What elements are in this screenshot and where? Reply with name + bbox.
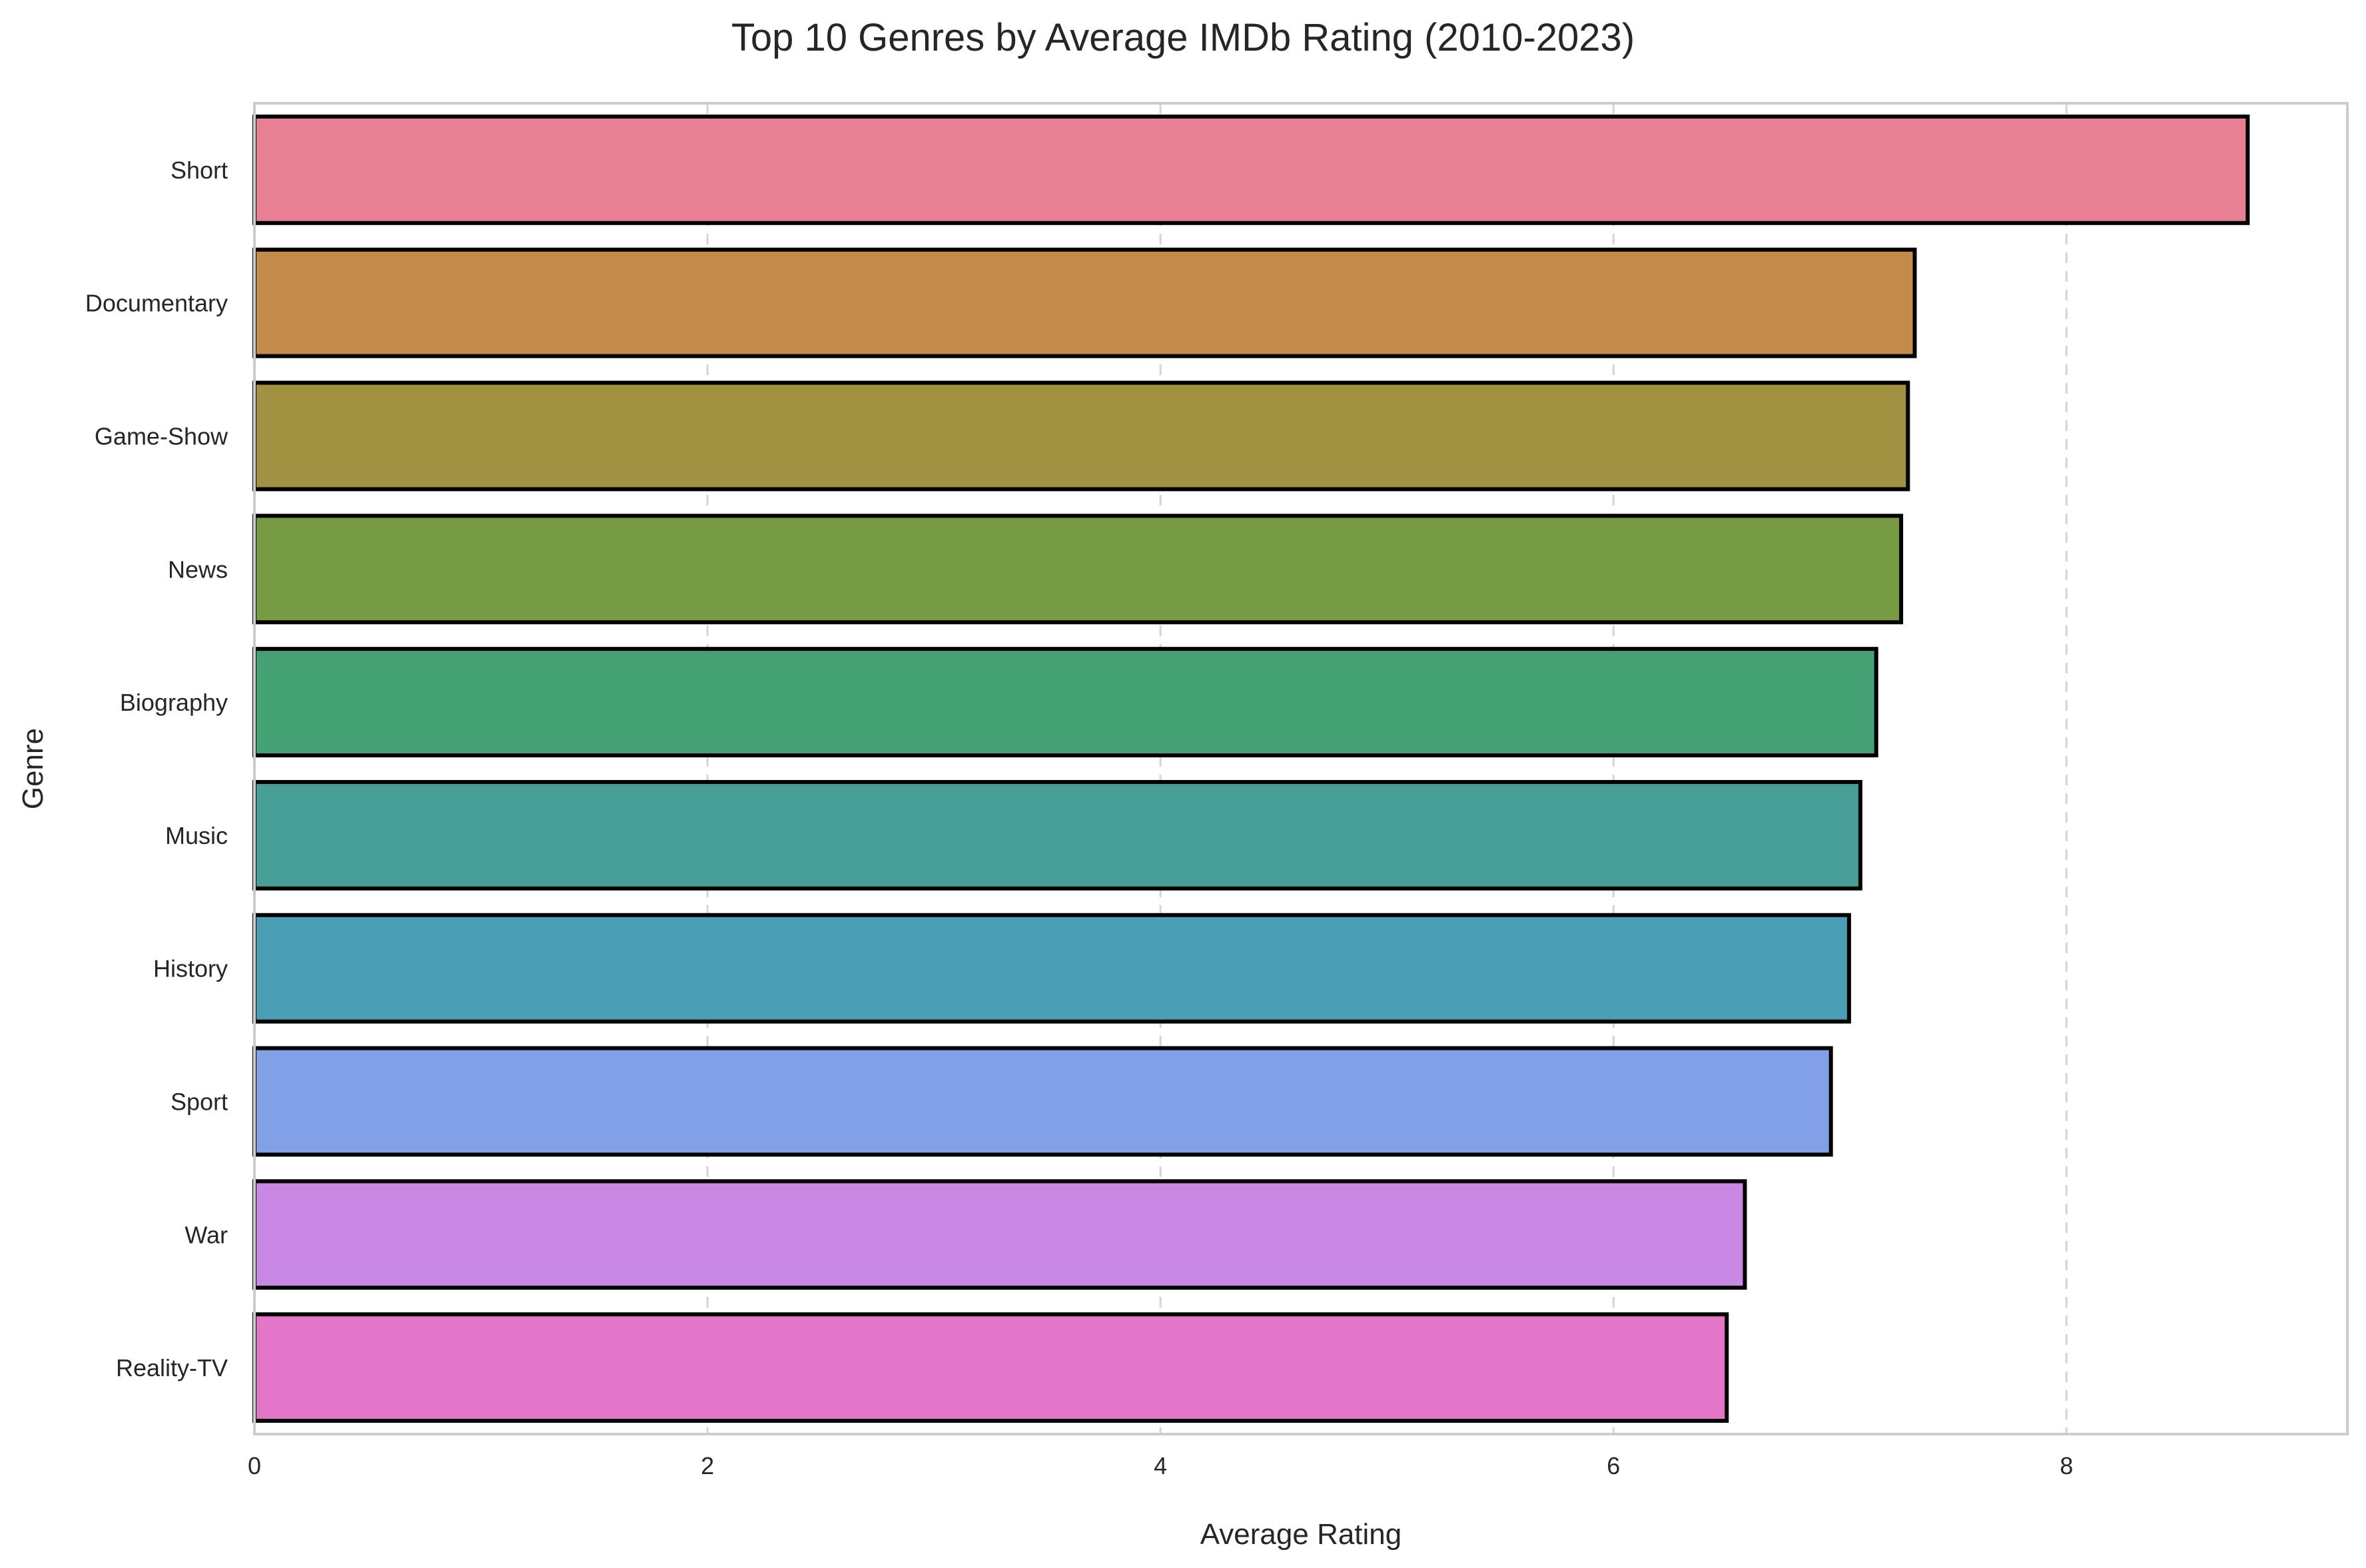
y-axis-label: Genre — [17, 728, 49, 809]
y-tick-label: Reality-TV — [116, 1354, 228, 1381]
x-tick-label: 0 — [248, 1452, 261, 1479]
x-tick-label: 2 — [701, 1452, 714, 1479]
bar-history — [252, 913, 1851, 1024]
y-tick-label: Biography — [120, 689, 228, 716]
y-tick-label: Music — [165, 822, 228, 849]
x-tick-label: 4 — [1154, 1452, 1167, 1479]
x-tick-label: 6 — [1607, 1452, 1620, 1479]
bar-news — [252, 514, 1904, 625]
x-tick-label: 8 — [2060, 1452, 2073, 1479]
y-tick-label: War — [185, 1221, 228, 1248]
bar-music — [252, 779, 1862, 891]
bar-reality-tv — [252, 1312, 1729, 1423]
y-tick-labels: Short Documentary Game-Show News Biography Mu… — [85, 157, 228, 1381]
y-tick-label: News — [168, 556, 228, 583]
x-tick-labels: 0 2 4 6 8 — [248, 1452, 2073, 1479]
y-tick-label: Short — [171, 157, 228, 184]
y-tick-label: Game-Show — [95, 423, 228, 450]
bar-documentary — [252, 247, 1917, 358]
bar-short — [252, 114, 2250, 225]
bar-sport — [252, 1046, 1833, 1157]
bar-war — [252, 1179, 1747, 1290]
plot-frame — [253, 102, 2349, 1435]
bar-game-show — [252, 380, 1910, 492]
x-axis-label: Average Rating — [1200, 1518, 1402, 1551]
bars — [252, 114, 2250, 1423]
y-tick-label: History — [153, 955, 228, 982]
y-tick-label: Documentary — [85, 290, 228, 317]
bar-biography — [252, 647, 1878, 758]
y-tick-label: Sport — [171, 1088, 228, 1116]
chart-title: Top 10 Genres by Average IMDb Rating (20… — [731, 16, 1635, 59]
